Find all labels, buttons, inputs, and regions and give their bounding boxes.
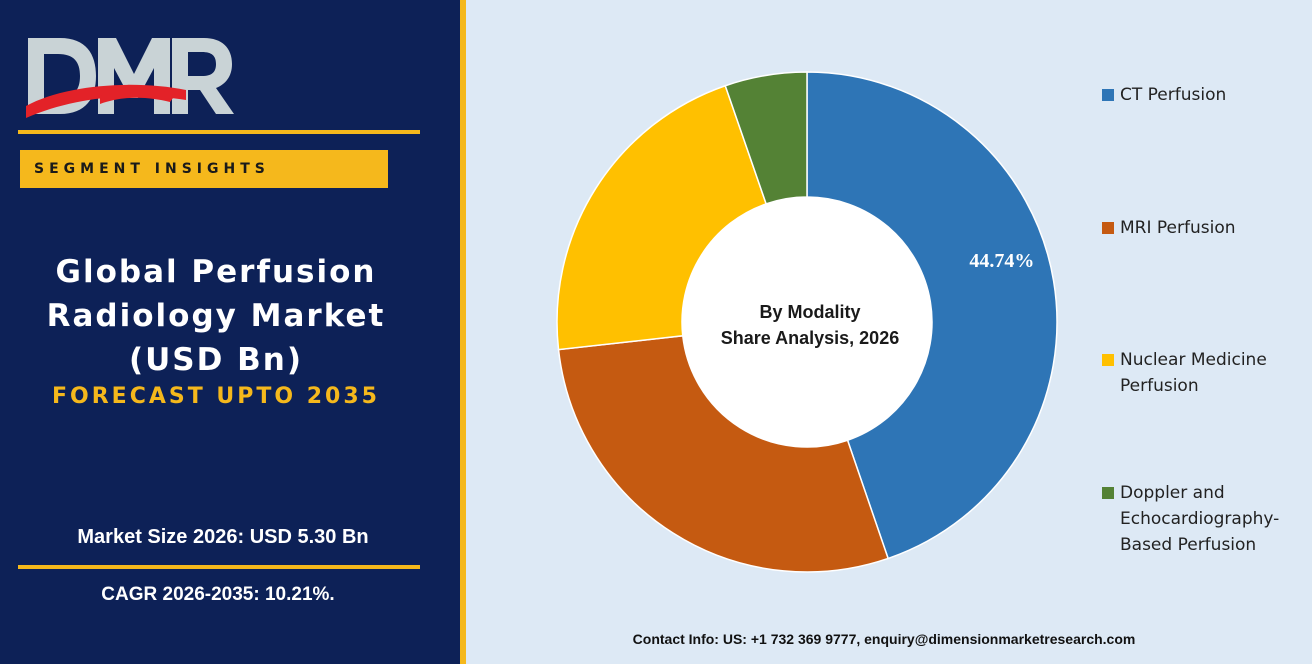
legend-swatch-nuclear [1102,354,1114,366]
left-panel: SEGMENT INSIGHTS Global Perfusion Radiol… [0,0,460,664]
title-line-1: Global Perfusion [55,254,377,290]
donut-hole [682,197,932,447]
donut-slice-doppler [724,71,808,205]
legend-swatch-mri [1102,222,1114,234]
gold-divider [460,0,466,664]
contact-info: Contact Info: US: +1 732 369 9777, enqui… [632,631,1136,647]
center-label-line-2: Share Analysis, 2026 [720,328,900,348]
legend-swatch-doppler [1102,487,1114,499]
center-label-line-1: By Modality [759,302,861,322]
dmr-logo [26,38,234,118]
market-size-text: Market Size 2026: USD 5.30 Bn [77,526,369,548]
legend-item-doppler: Doppler and Echocardiography- Based Perf… [1102,480,1300,558]
cagr-text: CAGR 2026-2035: 10.21%. [101,584,335,605]
legend-item-mri: MRI Perfusion [1102,215,1300,241]
legend-label-nuclear: Nuclear Medicine Perfusion [1120,350,1267,396]
top-rule [18,130,420,134]
legend-item-nuclear: Nuclear Medicine Perfusion [1102,347,1300,399]
legend-label-ct: CT Perfusion [1120,85,1227,105]
legend-swatch-ct [1102,89,1114,101]
title-line-2: Radiology Market [46,298,386,334]
segment-insights-banner: SEGMENT INSIGHTS [20,150,388,188]
bottom-rule [18,565,420,569]
report-title: Global Perfusion Radiology Market (USD B… [0,250,432,382]
legend-item-ct: CT Perfusion [1102,82,1300,108]
legend-label-mri: MRI Perfusion [1120,218,1236,238]
segment-insights-label: SEGMENT INSIGHTS [34,161,270,177]
title-line-3: (USD Bn) [128,342,304,378]
donut-center-label: By Modality Share Analysis, 2026 [700,299,920,351]
data-label-ct: 44.74% [969,250,1034,272]
legend-label-doppler: Doppler and Echocardiography- Based Perf… [1120,483,1280,555]
forecast-subtitle: FORECAST UPTO 2035 [52,384,380,409]
